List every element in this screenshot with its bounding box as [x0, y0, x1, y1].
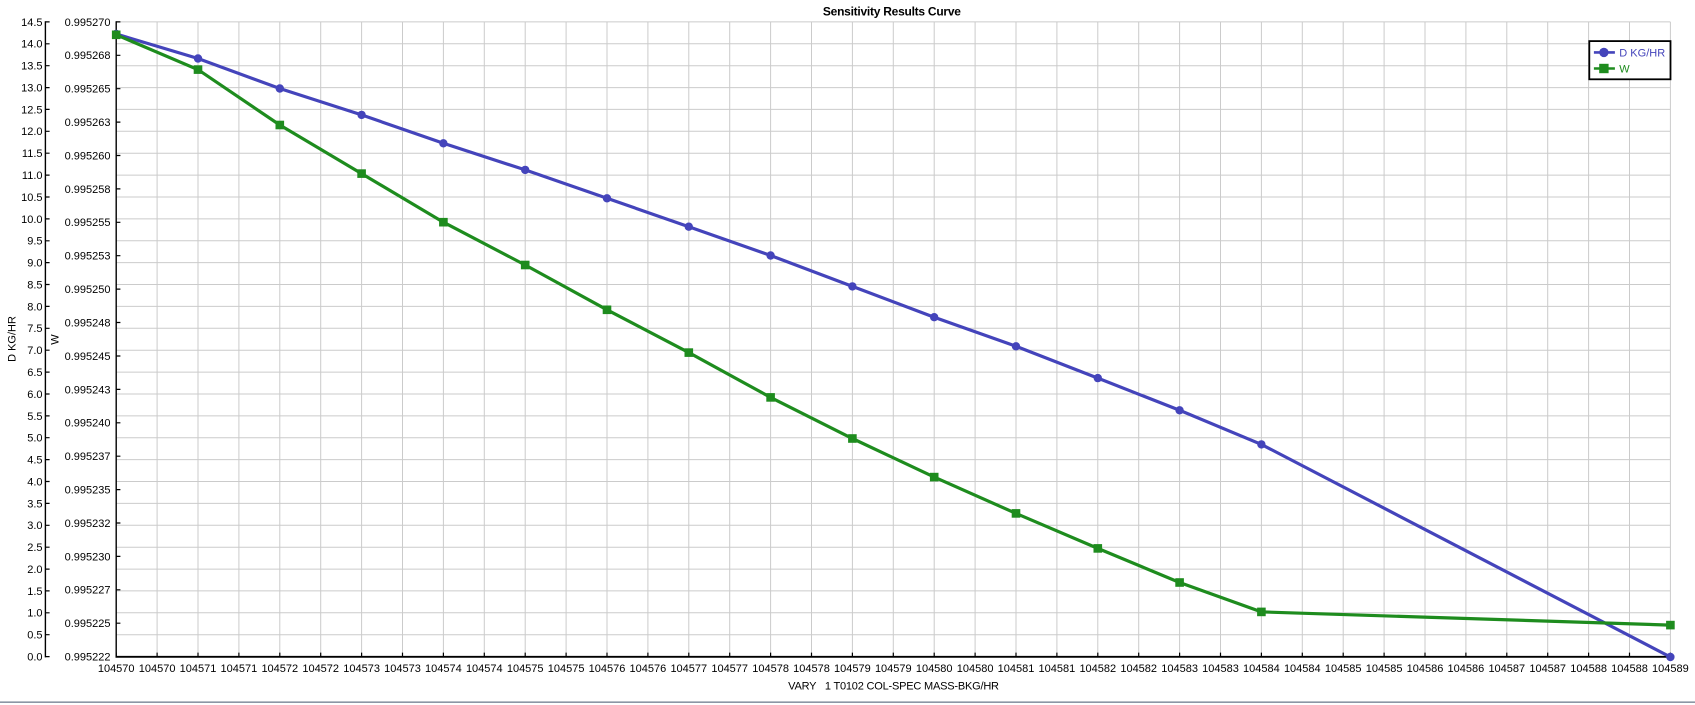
- svg-text:5.0: 5.0: [27, 433, 42, 445]
- svg-text:10.0: 10.0: [21, 214, 42, 226]
- svg-text:0.995248: 0.995248: [65, 317, 111, 329]
- svg-text:9.0: 9.0: [27, 258, 42, 270]
- svg-text:1.5: 1.5: [27, 586, 42, 598]
- svg-text:0.995258: 0.995258: [65, 184, 111, 196]
- svg-text:VARY 1 T0102 COL-SPEC MASS-B: VARY 1 T0102 COL-SPEC MASS-BKG/HR: [788, 681, 999, 693]
- svg-text:13.5: 13.5: [21, 61, 42, 73]
- svg-text:104574: 104574: [425, 663, 462, 675]
- svg-text:104573: 104573: [343, 663, 380, 675]
- svg-text:0.0: 0.0: [27, 652, 42, 664]
- svg-text:104583: 104583: [1202, 663, 1239, 675]
- svg-text:0.995230: 0.995230: [65, 551, 111, 563]
- svg-text:0.995245: 0.995245: [65, 351, 111, 363]
- svg-text:8.5: 8.5: [27, 279, 42, 291]
- svg-text:6.5: 6.5: [27, 367, 42, 379]
- svg-text:104582: 104582: [1120, 663, 1157, 675]
- svg-text:W: W: [50, 334, 62, 345]
- svg-text:0.995232: 0.995232: [65, 518, 111, 530]
- svg-text:104581: 104581: [1039, 663, 1076, 675]
- svg-text:104581: 104581: [998, 663, 1035, 675]
- svg-text:0.995265: 0.995265: [65, 84, 111, 96]
- svg-text:13.0: 13.0: [21, 83, 42, 95]
- svg-text:104585: 104585: [1325, 663, 1362, 675]
- svg-text:104572: 104572: [302, 663, 339, 675]
- svg-text:7.5: 7.5: [27, 323, 42, 335]
- svg-text:Sensitivity Results Curve: Sensitivity Results Curve: [823, 4, 961, 18]
- svg-text:0.995253: 0.995253: [65, 251, 111, 263]
- svg-text:0.995250: 0.995250: [65, 284, 111, 296]
- svg-text:0.995222: 0.995222: [65, 652, 111, 664]
- svg-text:104582: 104582: [1079, 663, 1116, 675]
- svg-text:0.995240: 0.995240: [65, 418, 111, 430]
- svg-text:5.5: 5.5: [27, 411, 42, 423]
- svg-text:104574: 104574: [466, 663, 503, 675]
- svg-text:12.0: 12.0: [21, 126, 42, 138]
- svg-text:104577: 104577: [711, 663, 748, 675]
- svg-text:104584: 104584: [1284, 663, 1321, 675]
- svg-text:104571: 104571: [221, 663, 258, 675]
- svg-text:1.0: 1.0: [27, 608, 42, 620]
- svg-text:104584: 104584: [1243, 663, 1280, 675]
- svg-text:104589: 104589: [1652, 663, 1689, 675]
- svg-text:2.0: 2.0: [27, 564, 42, 576]
- svg-text:14.0: 14.0: [21, 39, 42, 51]
- svg-text:104580: 104580: [916, 663, 953, 675]
- svg-text:104570: 104570: [98, 663, 135, 675]
- svg-text:104578: 104578: [752, 663, 789, 675]
- svg-text:8.0: 8.0: [27, 301, 42, 313]
- svg-text:104570: 104570: [139, 663, 176, 675]
- svg-text:104572: 104572: [261, 663, 298, 675]
- svg-text:D KG/HR: D KG/HR: [7, 316, 19, 362]
- svg-text:104576: 104576: [589, 663, 626, 675]
- svg-text:104588: 104588: [1611, 663, 1648, 675]
- svg-text:0.995255: 0.995255: [65, 217, 111, 229]
- svg-text:14.5: 14.5: [21, 17, 42, 29]
- svg-text:104575: 104575: [507, 663, 544, 675]
- svg-text:104587: 104587: [1488, 663, 1525, 675]
- svg-text:104573: 104573: [384, 663, 421, 675]
- svg-text:104579: 104579: [875, 663, 912, 675]
- svg-text:104576: 104576: [630, 663, 667, 675]
- svg-text:104580: 104580: [957, 663, 994, 675]
- svg-text:104586: 104586: [1448, 663, 1485, 675]
- svg-text:10.5: 10.5: [21, 192, 42, 204]
- svg-text:104587: 104587: [1529, 663, 1566, 675]
- svg-text:104578: 104578: [793, 663, 830, 675]
- svg-text:0.995260: 0.995260: [65, 150, 111, 162]
- svg-text:7.0: 7.0: [27, 345, 42, 357]
- svg-text:104588: 104588: [1570, 663, 1607, 675]
- svg-text:11.5: 11.5: [22, 148, 43, 160]
- svg-text:0.995225: 0.995225: [65, 618, 111, 630]
- svg-text:4.5: 4.5: [27, 455, 42, 467]
- svg-text:104575: 104575: [548, 663, 585, 675]
- svg-text:104571: 104571: [180, 663, 217, 675]
- svg-text:2.5: 2.5: [27, 542, 42, 554]
- svg-text:104586: 104586: [1407, 663, 1444, 675]
- svg-text:3.0: 3.0: [27, 520, 42, 532]
- svg-text:11.0: 11.0: [22, 170, 43, 182]
- svg-text:9.5: 9.5: [27, 236, 42, 248]
- svg-text:0.995263: 0.995263: [65, 117, 111, 129]
- svg-text:104577: 104577: [670, 663, 707, 675]
- svg-text:104579: 104579: [834, 663, 871, 675]
- svg-text:W: W: [1619, 63, 1630, 75]
- svg-text:0.995227: 0.995227: [65, 585, 111, 597]
- svg-text:12.5: 12.5: [21, 104, 42, 116]
- svg-text:0.995235: 0.995235: [65, 485, 111, 497]
- svg-text:0.995268: 0.995268: [65, 50, 111, 62]
- svg-text:0.5: 0.5: [27, 630, 42, 642]
- svg-text:D KG/HR: D KG/HR: [1619, 47, 1665, 59]
- svg-text:4.0: 4.0: [27, 476, 42, 488]
- svg-text:0.995243: 0.995243: [65, 384, 111, 396]
- svg-text:6.0: 6.0: [27, 389, 42, 401]
- svg-text:0.995237: 0.995237: [65, 451, 111, 463]
- svg-text:3.5: 3.5: [27, 498, 42, 510]
- svg-text:104583: 104583: [1161, 663, 1198, 675]
- svg-text:104585: 104585: [1366, 663, 1403, 675]
- svg-text:0.995270: 0.995270: [65, 17, 111, 29]
